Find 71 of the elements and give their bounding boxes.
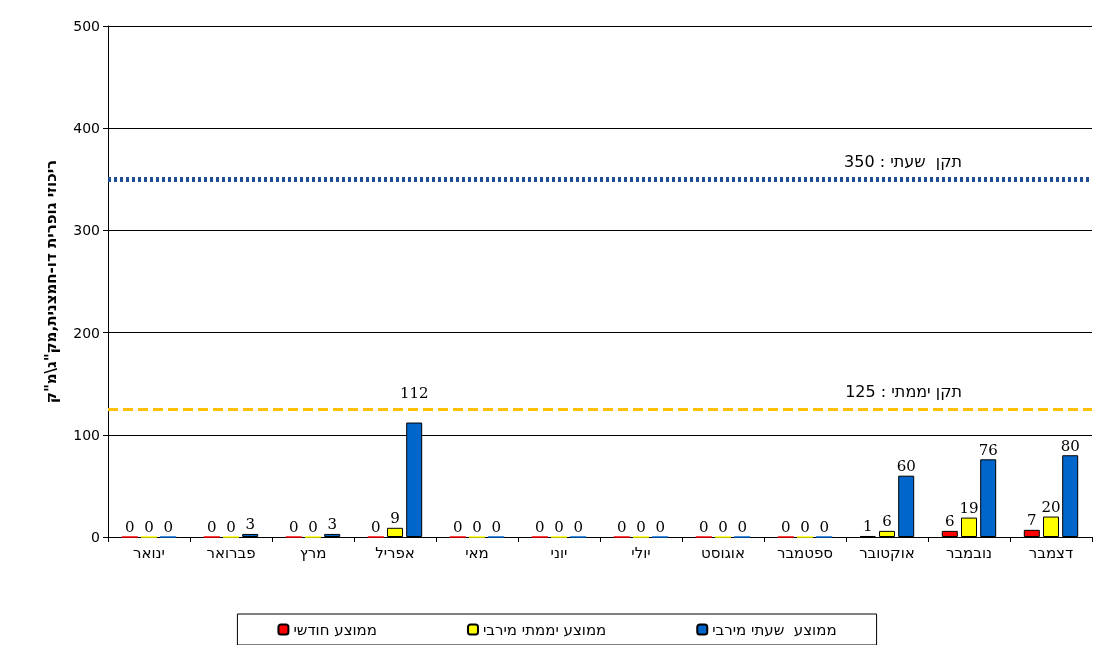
data-label: 0 xyxy=(535,518,545,536)
ref-line-label: תקן יממתי : 125 xyxy=(845,381,962,401)
x-tick-label: פברואר xyxy=(206,543,256,562)
legend-label: ממוצע חודשי xyxy=(293,620,377,639)
y-tick-label: 400 xyxy=(73,120,100,137)
data-label: 112 xyxy=(399,384,429,403)
data-label: 0 xyxy=(289,518,299,536)
data-label: 0 xyxy=(163,518,173,536)
x-tick-label: יוני xyxy=(550,543,568,562)
bar xyxy=(1023,529,1040,537)
x-tick-label: דצמבר xyxy=(1028,543,1074,562)
x-tick-label: יולי xyxy=(631,543,651,562)
legend-label: ממוצע יממתי מירבי xyxy=(482,620,607,639)
data-label: 80 xyxy=(1060,436,1080,455)
data-label: 0 xyxy=(472,518,482,536)
data-label: 76 xyxy=(978,440,998,459)
x-tick-label: מרץ xyxy=(299,543,327,562)
y-tick-label: 100 xyxy=(73,426,100,443)
x-tick-label: אפריל xyxy=(375,543,415,562)
bar xyxy=(961,517,977,537)
data-label: 0 xyxy=(617,518,627,536)
data-label: 3 xyxy=(327,515,337,534)
bar xyxy=(387,527,403,537)
data-label: 1 xyxy=(863,517,873,536)
data-label: 0 xyxy=(371,518,381,536)
data-label: 0 xyxy=(491,518,501,536)
bar xyxy=(1062,455,1079,537)
data-label: 0 xyxy=(207,518,217,536)
data-label: 0 xyxy=(655,518,665,536)
data-label: 19 xyxy=(959,499,979,518)
x-tick-label: מאי xyxy=(465,543,489,562)
data-label: 0 xyxy=(573,518,583,536)
legend-label: ממוצע שעתי מירבי xyxy=(712,620,837,639)
data-label: 20 xyxy=(1041,498,1061,517)
data-label: 0 xyxy=(718,518,728,536)
data-label: 0 xyxy=(125,518,135,536)
x-tick-label: נובמבר xyxy=(945,543,993,562)
bar xyxy=(324,533,341,537)
data-label: 0 xyxy=(819,518,829,536)
data-label: 60 xyxy=(896,457,916,476)
ref-line-label: תקן שעתי : 350 xyxy=(844,151,962,171)
data-label: 0 xyxy=(699,518,709,536)
y-tick-label: 500 xyxy=(73,18,100,34)
data-label: 6 xyxy=(945,512,955,531)
data-label: 0 xyxy=(226,518,236,536)
data-label: 0 xyxy=(308,518,318,536)
y-axis-title: ריכוזי גופרית דו-חמצנית,מק"ג\מ"ק xyxy=(41,159,60,404)
data-label: 7 xyxy=(1027,511,1037,530)
x-tick-label: אוקטובר xyxy=(859,543,915,562)
data-label: 0 xyxy=(144,518,154,536)
bar xyxy=(898,475,915,537)
bar xyxy=(980,459,997,537)
data-label: 0 xyxy=(800,518,810,536)
data-label: 9 xyxy=(390,509,400,528)
y-tick-label: 0 xyxy=(91,529,100,545)
x-tick-label: אוגוסט xyxy=(701,543,745,562)
bar xyxy=(879,530,895,537)
data-label: 3 xyxy=(245,515,255,534)
bar xyxy=(1043,516,1059,537)
y-tick-label: 300 xyxy=(73,222,100,239)
y-tick-label: 200 xyxy=(73,324,100,341)
data-label: 0 xyxy=(737,518,747,536)
data-label: 6 xyxy=(882,512,892,531)
bar xyxy=(941,530,958,537)
data-label: 0 xyxy=(636,518,646,536)
x-tick-label: ינואר xyxy=(133,543,165,562)
data-label: 0 xyxy=(781,518,791,536)
data-label: 0 xyxy=(453,518,463,536)
x-tick-label: ספטמבר xyxy=(776,543,834,562)
data-label: 0 xyxy=(554,518,564,536)
bar xyxy=(242,533,259,537)
